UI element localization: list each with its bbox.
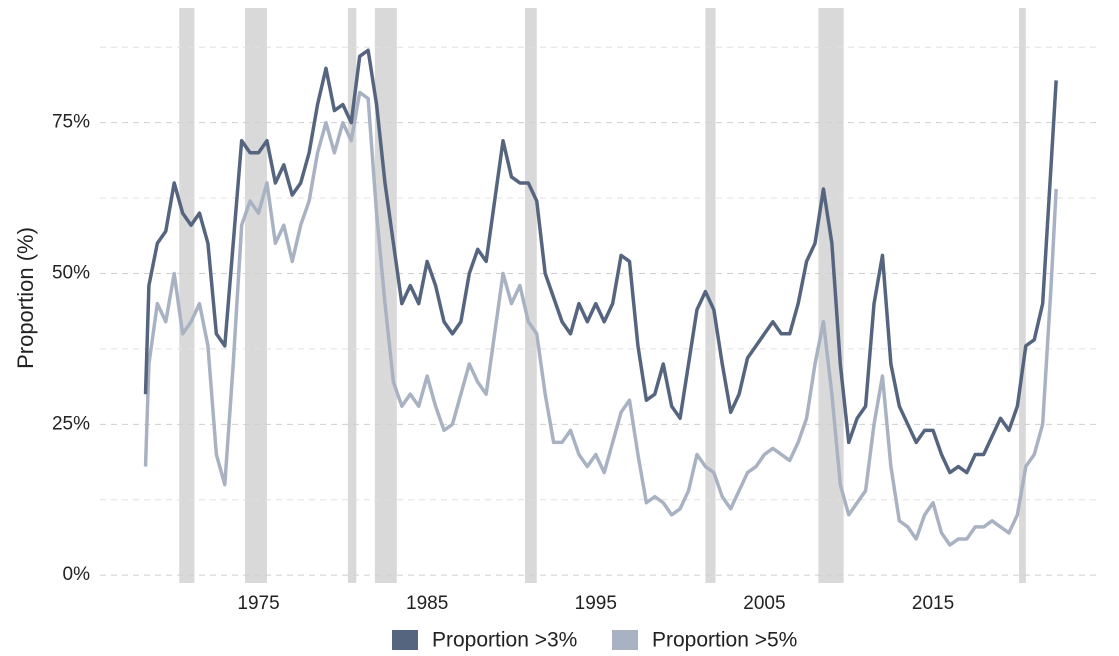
x-tick-label: 2015 (912, 593, 954, 614)
legend-label: Proportion >5% (652, 629, 797, 652)
axis-labels: 0% 25% 50% 75% 1975 1985 1995 2005 2015 (52, 112, 954, 614)
y-axis-label: Proportion (%) (13, 227, 38, 369)
grid (100, 46, 1100, 576)
recession-band (1019, 8, 1026, 583)
series-line (143, 90, 1058, 547)
legend-label: Proportion >3% (432, 629, 577, 652)
recession-band (245, 8, 267, 583)
y-tick-label: 75% (52, 112, 90, 133)
recession-band (818, 8, 844, 583)
recession-band (347, 8, 357, 583)
lines (143, 48, 1058, 547)
x-tick-label: 1995 (575, 593, 617, 614)
y-tick-label: 0% (63, 564, 91, 585)
recession-shading (179, 8, 1026, 583)
recession-band (179, 8, 195, 583)
y-tick-label: 25% (52, 413, 90, 434)
x-tick-label: 1975 (237, 593, 279, 614)
recession-band (705, 8, 716, 583)
legend-swatch (392, 630, 418, 650)
recession-band (524, 8, 537, 583)
series-line (143, 48, 1058, 475)
x-tick-label: 2005 (743, 593, 785, 614)
y-tick-label: 50% (52, 262, 90, 283)
legend: Proportion >3% Proportion >5% (392, 629, 797, 652)
legend-swatch (612, 630, 638, 650)
x-tick-label: 1985 (406, 593, 448, 614)
